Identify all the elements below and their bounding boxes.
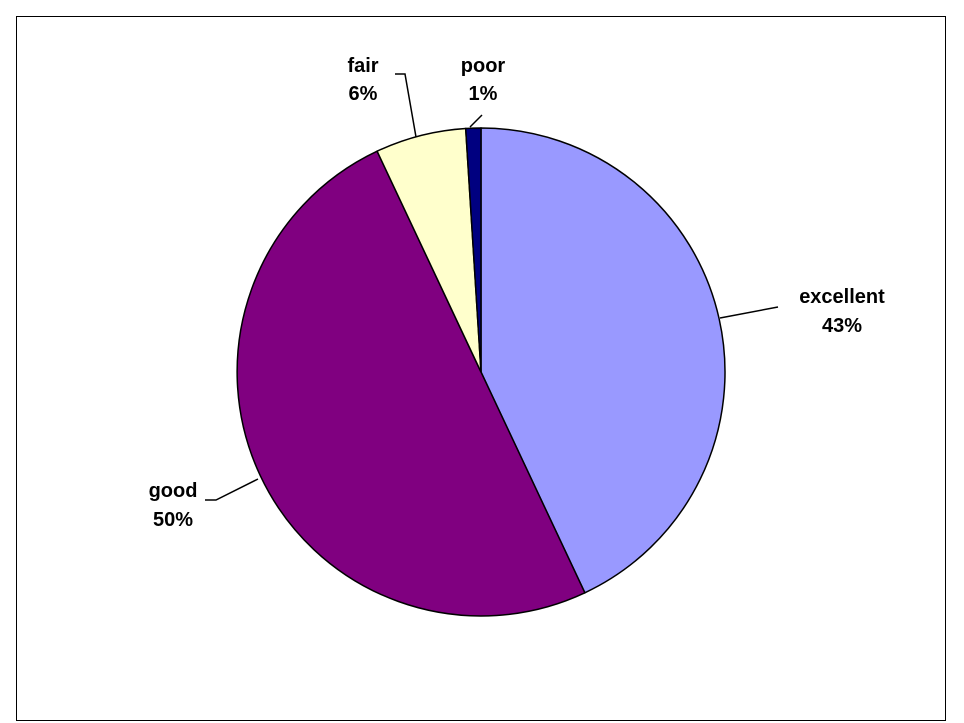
slice-label-excellent: excellent: [799, 286, 885, 308]
slice-label-fair: fair: [347, 55, 378, 77]
leader-lines: [205, 73, 779, 501]
pie-slice-excellent: [480, 127, 726, 594]
slice-label-poor: poor: [461, 55, 506, 77]
leader-line-poor: [469, 114, 483, 128]
pie-slice-good: [236, 150, 586, 617]
leader-line-fair: [395, 73, 417, 138]
slice-percent-good: 50%: [153, 509, 193, 531]
slice-percent-poor: 1%: [469, 83, 498, 105]
slice-labels: excellent 43% good 50% fair 6% poor 1%: [149, 55, 886, 531]
slice-label-good: good: [149, 480, 198, 502]
pie-slice-poor: [464, 127, 482, 373]
leader-line-excellent: [719, 306, 779, 319]
slice-percent-fair: 6%: [349, 83, 378, 105]
pie-slices: [236, 127, 726, 617]
leader-line-good: [205, 478, 259, 501]
slice-percent-excellent: 43%: [822, 315, 862, 337]
